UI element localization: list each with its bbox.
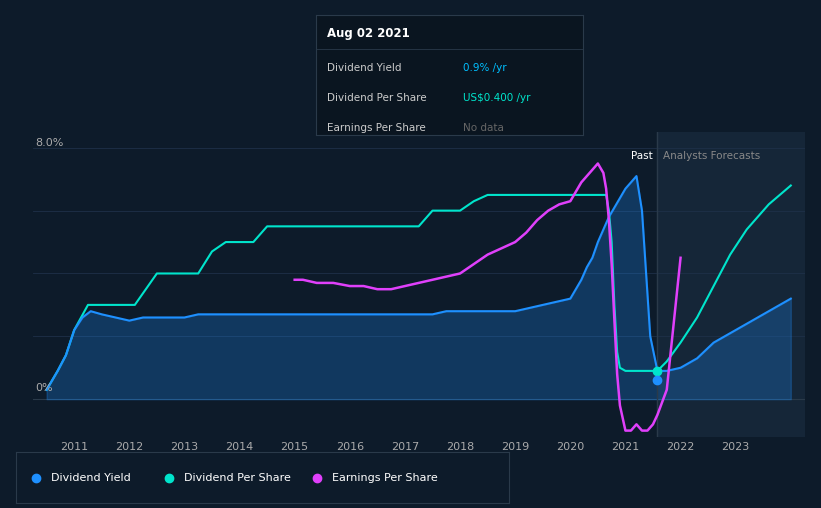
Text: Aug 02 2021: Aug 02 2021	[327, 27, 410, 40]
Text: US$0.400 /yr: US$0.400 /yr	[463, 93, 530, 103]
Text: Earnings Per Share: Earnings Per Share	[332, 472, 438, 483]
Text: 8.0%: 8.0%	[35, 138, 64, 148]
Text: No data: No data	[463, 123, 504, 133]
Text: Earnings Per Share: Earnings Per Share	[327, 123, 425, 133]
Text: Analysts Forecasts: Analysts Forecasts	[663, 151, 760, 161]
Text: Dividend Yield: Dividend Yield	[51, 472, 131, 483]
Text: 0%: 0%	[35, 383, 53, 393]
Text: Past: Past	[631, 151, 653, 161]
Text: Dividend Yield: Dividend Yield	[327, 63, 401, 73]
Text: Dividend Per Share: Dividend Per Share	[327, 93, 426, 103]
Text: 0.9% /yr: 0.9% /yr	[463, 63, 507, 73]
Text: Dividend Per Share: Dividend Per Share	[184, 472, 291, 483]
Bar	[658, 132, 805, 437]
